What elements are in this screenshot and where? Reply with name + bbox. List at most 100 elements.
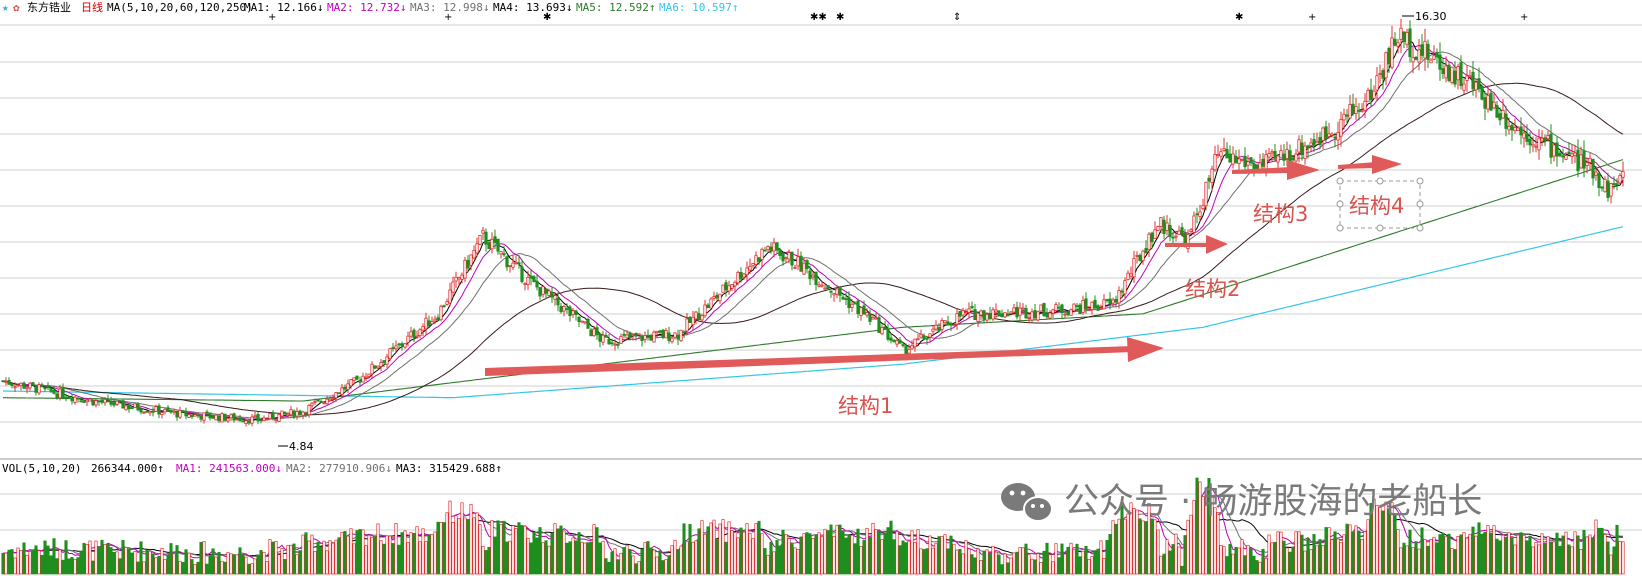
candle-body xyxy=(1066,311,1070,316)
candle-body xyxy=(1018,307,1022,316)
candle-body xyxy=(592,328,596,337)
extreme-labels: 4.84 16.30 xyxy=(278,10,1447,453)
candle-body xyxy=(970,305,974,309)
volume-bar xyxy=(709,522,713,575)
candle-body xyxy=(1207,177,1211,182)
volume-bar xyxy=(1066,546,1070,575)
volume-bar xyxy=(1456,536,1460,575)
candle-body xyxy=(1342,113,1346,121)
candle-body xyxy=(985,314,989,321)
volume-bar xyxy=(1078,556,1082,575)
candle-body xyxy=(634,333,638,337)
volume-bar xyxy=(595,527,599,575)
star-icon[interactable]: ★ xyxy=(2,1,9,14)
candle-body xyxy=(1396,42,1400,47)
marker-star[interactable]: ✱✱ xyxy=(810,12,827,23)
volume-bar xyxy=(979,560,983,575)
volume-bar xyxy=(382,543,386,575)
volume-bar xyxy=(1528,535,1532,575)
candle-body xyxy=(685,318,689,332)
volume-bar xyxy=(739,527,743,575)
candle-body xyxy=(1069,309,1073,316)
candle-body xyxy=(604,334,608,338)
marker-plus[interactable]: + xyxy=(268,12,276,23)
candle-body xyxy=(1153,229,1157,239)
candle-body xyxy=(1522,132,1526,139)
candle-body xyxy=(13,386,17,389)
candle-body xyxy=(10,383,14,386)
volume-bar xyxy=(922,549,926,575)
candle-body xyxy=(427,320,431,327)
vol-ma2-value: MA2: 277910.906↓ xyxy=(286,462,392,475)
volume-bar xyxy=(574,540,578,575)
candle-body xyxy=(412,329,416,339)
volume-bar xyxy=(1063,553,1067,575)
candle-body xyxy=(895,340,899,345)
candle-body xyxy=(739,272,743,280)
volume-bar xyxy=(1510,537,1514,575)
volume-bar xyxy=(883,533,887,575)
volume-bar xyxy=(1258,561,1262,575)
volume-bar xyxy=(445,512,449,575)
marker-star[interactable]: ✱ xyxy=(1235,12,1243,23)
volume-bar xyxy=(1009,557,1013,575)
volume-bar xyxy=(337,537,341,575)
volume-bar xyxy=(1111,520,1115,575)
volume-bar xyxy=(1162,553,1166,575)
gear-icon[interactable]: ✿ xyxy=(13,1,20,14)
volume-bar xyxy=(1114,523,1118,575)
candle-body xyxy=(286,413,290,416)
volume-bar xyxy=(1468,533,1472,575)
candle-body xyxy=(502,253,506,256)
structure-2-label: 结构2 xyxy=(1185,277,1240,301)
marker-star[interactable]: ✱ xyxy=(836,12,844,23)
volume-bar xyxy=(1096,548,1100,575)
volume-bar xyxy=(592,524,596,575)
volume-bar xyxy=(799,536,803,575)
candle-body xyxy=(1159,217,1163,227)
candle-body xyxy=(892,339,896,343)
marker-plus[interactable]: + xyxy=(444,12,452,23)
volume-bar xyxy=(589,541,593,575)
candle-body xyxy=(1501,109,1505,119)
volume-bar xyxy=(661,560,665,575)
volume-bar xyxy=(523,525,527,575)
candle-body xyxy=(1375,75,1379,91)
volume-bar xyxy=(7,549,11,575)
volume-bar xyxy=(1087,558,1091,575)
arrow-structure-4 xyxy=(1338,155,1402,174)
volume-bar xyxy=(181,562,185,575)
candle-body xyxy=(646,334,650,337)
marker-star[interactable]: ✱ xyxy=(543,12,551,23)
volume-bar xyxy=(1198,481,1202,575)
structure-4-box[interactable] xyxy=(1336,177,1424,232)
volume-bar xyxy=(733,532,737,575)
volume-bar xyxy=(403,530,407,575)
volume-bar xyxy=(25,554,29,575)
volume-bar xyxy=(1414,541,1418,575)
watermark: 公众号 · 畅游股海的老船长 xyxy=(1001,482,1482,522)
marker-plus[interactable]: + xyxy=(1520,12,1528,23)
volume-bar xyxy=(604,558,608,575)
candle-body xyxy=(1000,313,1004,318)
volume-bar xyxy=(754,523,758,575)
volume-bar xyxy=(1309,549,1313,575)
volume-bar xyxy=(112,551,116,575)
volume-bar xyxy=(1558,545,1562,575)
candle-body xyxy=(664,330,668,339)
candle-body xyxy=(319,401,323,403)
candle-body xyxy=(1555,142,1559,157)
candle-body xyxy=(46,385,50,388)
candle-body xyxy=(127,404,131,410)
volume-bar xyxy=(1555,532,1559,575)
marker-dividend[interactable]: ⇕ xyxy=(953,12,961,23)
volume-bar xyxy=(295,554,299,575)
volume-bar xyxy=(475,512,479,575)
volume-bar xyxy=(487,546,491,575)
candle-body xyxy=(1423,40,1427,59)
volume-bar xyxy=(1588,534,1592,575)
volume-bar xyxy=(1381,510,1385,575)
marker-plus[interactable]: + xyxy=(1308,12,1316,23)
candle-body xyxy=(121,400,125,409)
candle-body xyxy=(163,408,167,413)
